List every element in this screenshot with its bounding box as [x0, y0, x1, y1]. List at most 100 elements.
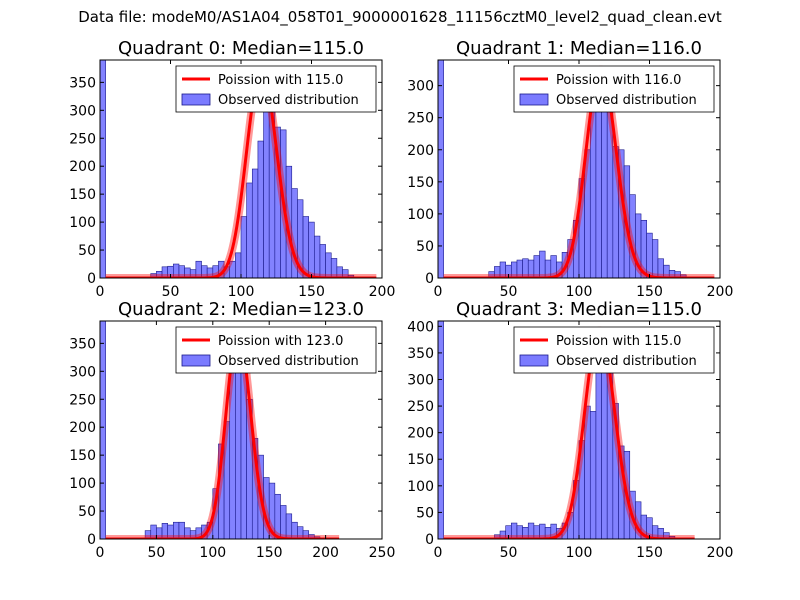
y-tick-label: 150 [407, 452, 434, 468]
x-tick-label: 100 [566, 284, 593, 300]
histogram-bar [235, 252, 242, 278]
histogram-bar [314, 235, 321, 278]
legend-label-observed: Observed distribution [218, 354, 359, 369]
histogram-bar [251, 168, 259, 278]
y-tick-label: 0 [425, 271, 434, 287]
y-tick-label: 100 [69, 215, 96, 231]
subplot-quadrant-0: 0 50 100 150 200 0 50 100 150 200 250 300 350 Quadran… [69, 38, 395, 300]
y-tick-label: 300 [69, 103, 96, 119]
y-tick-label: 150 [407, 175, 434, 191]
y-tick-label: 200 [407, 426, 434, 442]
y-tick-label: 250 [407, 399, 434, 415]
y-tick-label: 250 [69, 131, 96, 147]
subplot-title: Quadrant 0: Median=115.0 [118, 38, 364, 59]
figure-suptitle: Data file: modeM0/AS1A04_058T01_90000016… [78, 8, 722, 26]
legend-label-poisson: Poission with 123.0 [218, 334, 343, 349]
histogram-bar [100, 321, 106, 539]
histogram-bar [595, 349, 602, 539]
y-tick-label: 350 [69, 75, 96, 91]
legend-box [513, 65, 715, 113]
legend-label-poisson: Poission with 116.0 [556, 73, 681, 88]
subplot-title: Quadrant 2: Median=123.0 [118, 299, 364, 320]
y-tick-label: 50 [78, 504, 96, 520]
histogram-bar [100, 60, 106, 278]
histogram-bar [319, 244, 326, 278]
x-tick-label: 0 [96, 545, 105, 561]
legend-label-observed: Observed distribution [556, 93, 697, 108]
y-tick-label: 150 [69, 187, 96, 203]
legend-label-observed: Observed distribution [556, 354, 697, 369]
x-tick-label: 100 [199, 545, 226, 561]
x-tick-label: 150 [256, 545, 283, 561]
legend-bar-swatch [519, 354, 549, 367]
legend-label-poisson: Poission with 115.0 [218, 73, 343, 88]
x-tick-label: 0 [434, 284, 443, 300]
histogram-bar [308, 221, 315, 278]
histogram-bar [680, 274, 687, 278]
legend: Poission with 123.0 Observed distribution [175, 326, 377, 374]
x-tick-label: 0 [96, 284, 105, 300]
y-tick-label: 50 [78, 243, 96, 259]
y-tick-label: 50 [416, 239, 434, 255]
y-tick-label: 200 [407, 143, 434, 159]
x-tick-label: 200 [707, 284, 734, 300]
y-tick-label: 100 [69, 476, 96, 492]
y-tick-label: 300 [69, 364, 96, 380]
legend: Poission with 115.0 Observed distribution [513, 326, 715, 374]
y-tick-label: 50 [416, 505, 434, 521]
y-tick-label: 400 [407, 319, 434, 335]
x-tick-label: 50 [162, 284, 180, 300]
legend: Poission with 115.0 Observed distribution [175, 65, 377, 113]
x-tick-label: 200 [312, 545, 339, 561]
histogram-bar [246, 182, 253, 278]
legend: Poission with 116.0 Observed distribution [513, 65, 715, 113]
subplot-quadrant-2: 0 50 100 150 200 250 0 50 100 150 200 250 300 350 Quad… [69, 299, 395, 561]
legend-bar-swatch [181, 93, 211, 106]
legend-label-observed: Observed distribution [218, 93, 359, 108]
x-tick-label: 200 [369, 284, 396, 300]
y-tick-label: 200 [69, 159, 96, 175]
y-tick-label: 350 [69, 336, 96, 352]
x-tick-label: 100 [566, 545, 593, 561]
poisson-curve [443, 329, 695, 539]
y-tick-label: 150 [69, 448, 96, 464]
plot-area [438, 321, 698, 539]
histogram-bar [601, 85, 608, 278]
histogram-bar [589, 411, 597, 539]
x-tick-label: 150 [636, 284, 663, 300]
legend-bar-swatch [519, 93, 549, 106]
y-tick-label: 250 [69, 392, 96, 408]
y-tick-label: 300 [407, 372, 434, 388]
y-tick-label: 250 [407, 111, 434, 127]
histogram-bar [240, 216, 247, 278]
histogram-bar [342, 269, 349, 278]
histogram-bar [257, 140, 264, 278]
y-tick-label: 200 [69, 420, 96, 436]
x-tick-label: 150 [636, 545, 663, 561]
legend-bar-swatch [181, 354, 211, 367]
x-tick-label: 50 [147, 545, 165, 561]
x-tick-label: 150 [298, 284, 325, 300]
x-tick-label: 250 [369, 545, 396, 561]
x-tick-label: 50 [500, 545, 518, 561]
y-tick-label: 100 [407, 207, 434, 223]
x-tick-label: 0 [434, 545, 443, 561]
histogram-bar [438, 321, 444, 539]
subplot-quadrant-3: 0 50 100 150 200 0 50 100 150 200 250 300 350 400 Quad… [407, 299, 733, 561]
y-tick-label: 350 [407, 346, 434, 362]
axes-frame [99, 320, 383, 540]
y-tick-label: 300 [407, 79, 434, 95]
x-tick-label: 100 [228, 284, 255, 300]
subplot-quadrant-1: 0 50 100 150 200 0 50 100 150 200 250 300 Quadrant 1… [407, 38, 733, 300]
y-tick-label: 0 [425, 532, 434, 548]
y-tick-label: 100 [407, 479, 434, 495]
x-tick-label: 200 [707, 545, 734, 561]
legend-label-poisson: Poission with 115.0 [556, 334, 681, 349]
histogram-bar [652, 239, 659, 278]
x-tick-label: 50 [500, 284, 518, 300]
subplot-title: Quadrant 3: Median=115.0 [456, 299, 702, 320]
y-tick-label: 0 [87, 532, 96, 548]
subplot-title: Quadrant 1: Median=116.0 [456, 38, 702, 59]
histogram-bar [438, 60, 444, 278]
